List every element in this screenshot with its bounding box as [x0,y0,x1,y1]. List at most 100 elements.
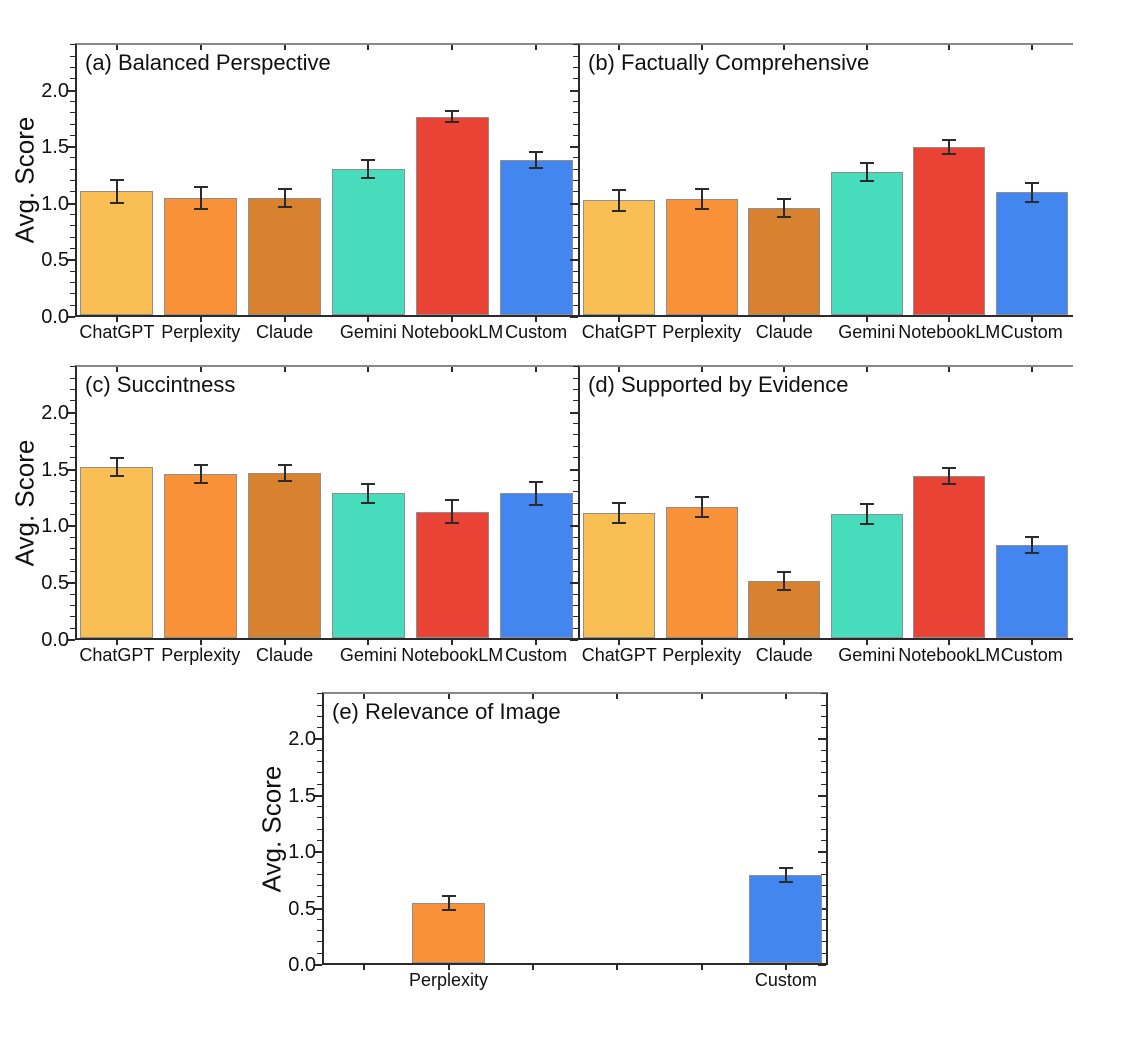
y-minor-tick [70,134,75,136]
y-axis-label-e: Avg. Score [256,765,287,892]
y-minor-tick [317,772,322,774]
y-minor-tick [70,627,75,629]
y-minor-tick [573,616,578,618]
y-minor-tick [70,479,75,481]
x-tick-bottom [700,640,703,645]
x-tick-label-perplexity: Perplexity [662,645,742,665]
y-minor-tick [70,445,75,447]
x-tick-top [363,694,366,699]
bar-perplexity [164,474,238,638]
x-tick-label-claude: Claude [256,645,314,665]
y-minor-tick [317,952,322,954]
y-minor-tick [70,400,75,402]
error-bar [783,199,786,218]
x-tick-top [531,694,534,699]
x-tick-label-chatgpt: ChatGPT [79,322,155,342]
x-tick-label-notebooklm: NotebookLM [401,322,504,342]
x-tick-bottom [618,317,621,322]
y-minor-tick [573,502,578,504]
x-tick-bottom [783,640,786,645]
error-bar-cap-bottom [942,152,957,155]
x-tick-bottom [367,317,370,322]
y-tick-label: 0.5 [41,572,69,595]
y-tick-label: 0.5 [288,897,316,920]
bar-perplexity [412,902,485,963]
error-bar [865,163,868,182]
y-minor-tick [573,293,578,295]
error-bar-cap-top [441,895,456,898]
error-bar [535,482,538,505]
y-minor-tick [573,134,578,136]
error-bar-cap-bottom [445,521,460,524]
x-tick-bottom [363,965,366,970]
y-minor-tick [573,491,578,493]
error-bar [948,140,951,154]
y-major-tick [570,259,578,262]
x-tick-top [447,694,450,699]
y-tick-label: 1.5 [288,784,316,807]
error-bar [115,458,118,477]
error-bar-cap-top [612,501,627,504]
y-minor-tick [573,366,578,368]
error-bar [199,465,202,484]
panel-title-c: (c) Succintness [85,372,236,397]
bar-chatgpt [583,512,656,638]
error-bar-cap-top [859,502,874,505]
y-minor-tick-right [821,941,826,943]
y-major-tick [314,964,322,966]
y-minor-tick [573,536,578,538]
error-bar-cap-top [1024,182,1039,185]
plot-area-e [322,692,828,965]
x-tick-top [283,367,286,372]
plot-area-d [578,365,1073,640]
y-minor-tick-right [821,704,826,706]
y-major-tick [67,202,75,205]
x-tick-bottom [367,640,370,645]
bar-notebooklm [913,476,986,638]
y-minor-tick [573,66,578,68]
bar-gemini [830,172,903,315]
panel-title-e: (e) Relevance of Image [332,699,561,724]
x-tick-bottom [865,317,868,322]
y-major-tick-right [818,794,826,797]
x-tick-bottom [283,640,286,645]
y-minor-tick [70,536,75,538]
y-minor-tick [317,749,322,751]
y-minor-tick [573,457,578,459]
error-bar-cap-bottom [859,523,874,526]
error-bar-cap-bottom [777,216,792,219]
y-minor-tick [70,604,75,606]
y-minor-tick [70,168,75,170]
y-minor-tick [573,377,578,379]
y-major-tick [67,639,75,641]
error-bar-cap-bottom [942,483,957,486]
x-tick-label-gemini: Gemini [339,645,397,665]
y-minor-tick [70,366,75,368]
error-bar-cap-bottom [529,503,544,506]
bar-notebooklm [415,511,489,638]
y-minor-tick-right [821,760,826,762]
x-tick-bottom [783,317,786,322]
y-minor-tick [70,100,75,102]
x-tick-bottom [616,965,619,970]
bar-claude [748,208,821,315]
y-minor-tick [70,377,75,379]
x-tick-label-custom: Custom [1000,322,1063,342]
x-tick-bottom [700,317,703,322]
bar-perplexity [665,199,738,315]
x-tick-bottom [199,640,202,645]
error-bar-cap-top [277,188,292,191]
y-minor-tick [70,502,75,504]
y-minor-tick [573,157,578,159]
y-tick-label: 1.5 [41,136,69,159]
x-tick-top [115,367,118,372]
y-minor-tick [573,248,578,250]
y-minor-tick-right [821,885,826,887]
x-tick-label-notebooklm: NotebookLM [898,645,1001,665]
x-tick-label-perplexity: Perplexity [408,970,489,990]
y-tick-label: 1.0 [41,192,69,215]
x-tick-bottom [1030,317,1033,322]
error-bar-cap-bottom [361,501,376,504]
